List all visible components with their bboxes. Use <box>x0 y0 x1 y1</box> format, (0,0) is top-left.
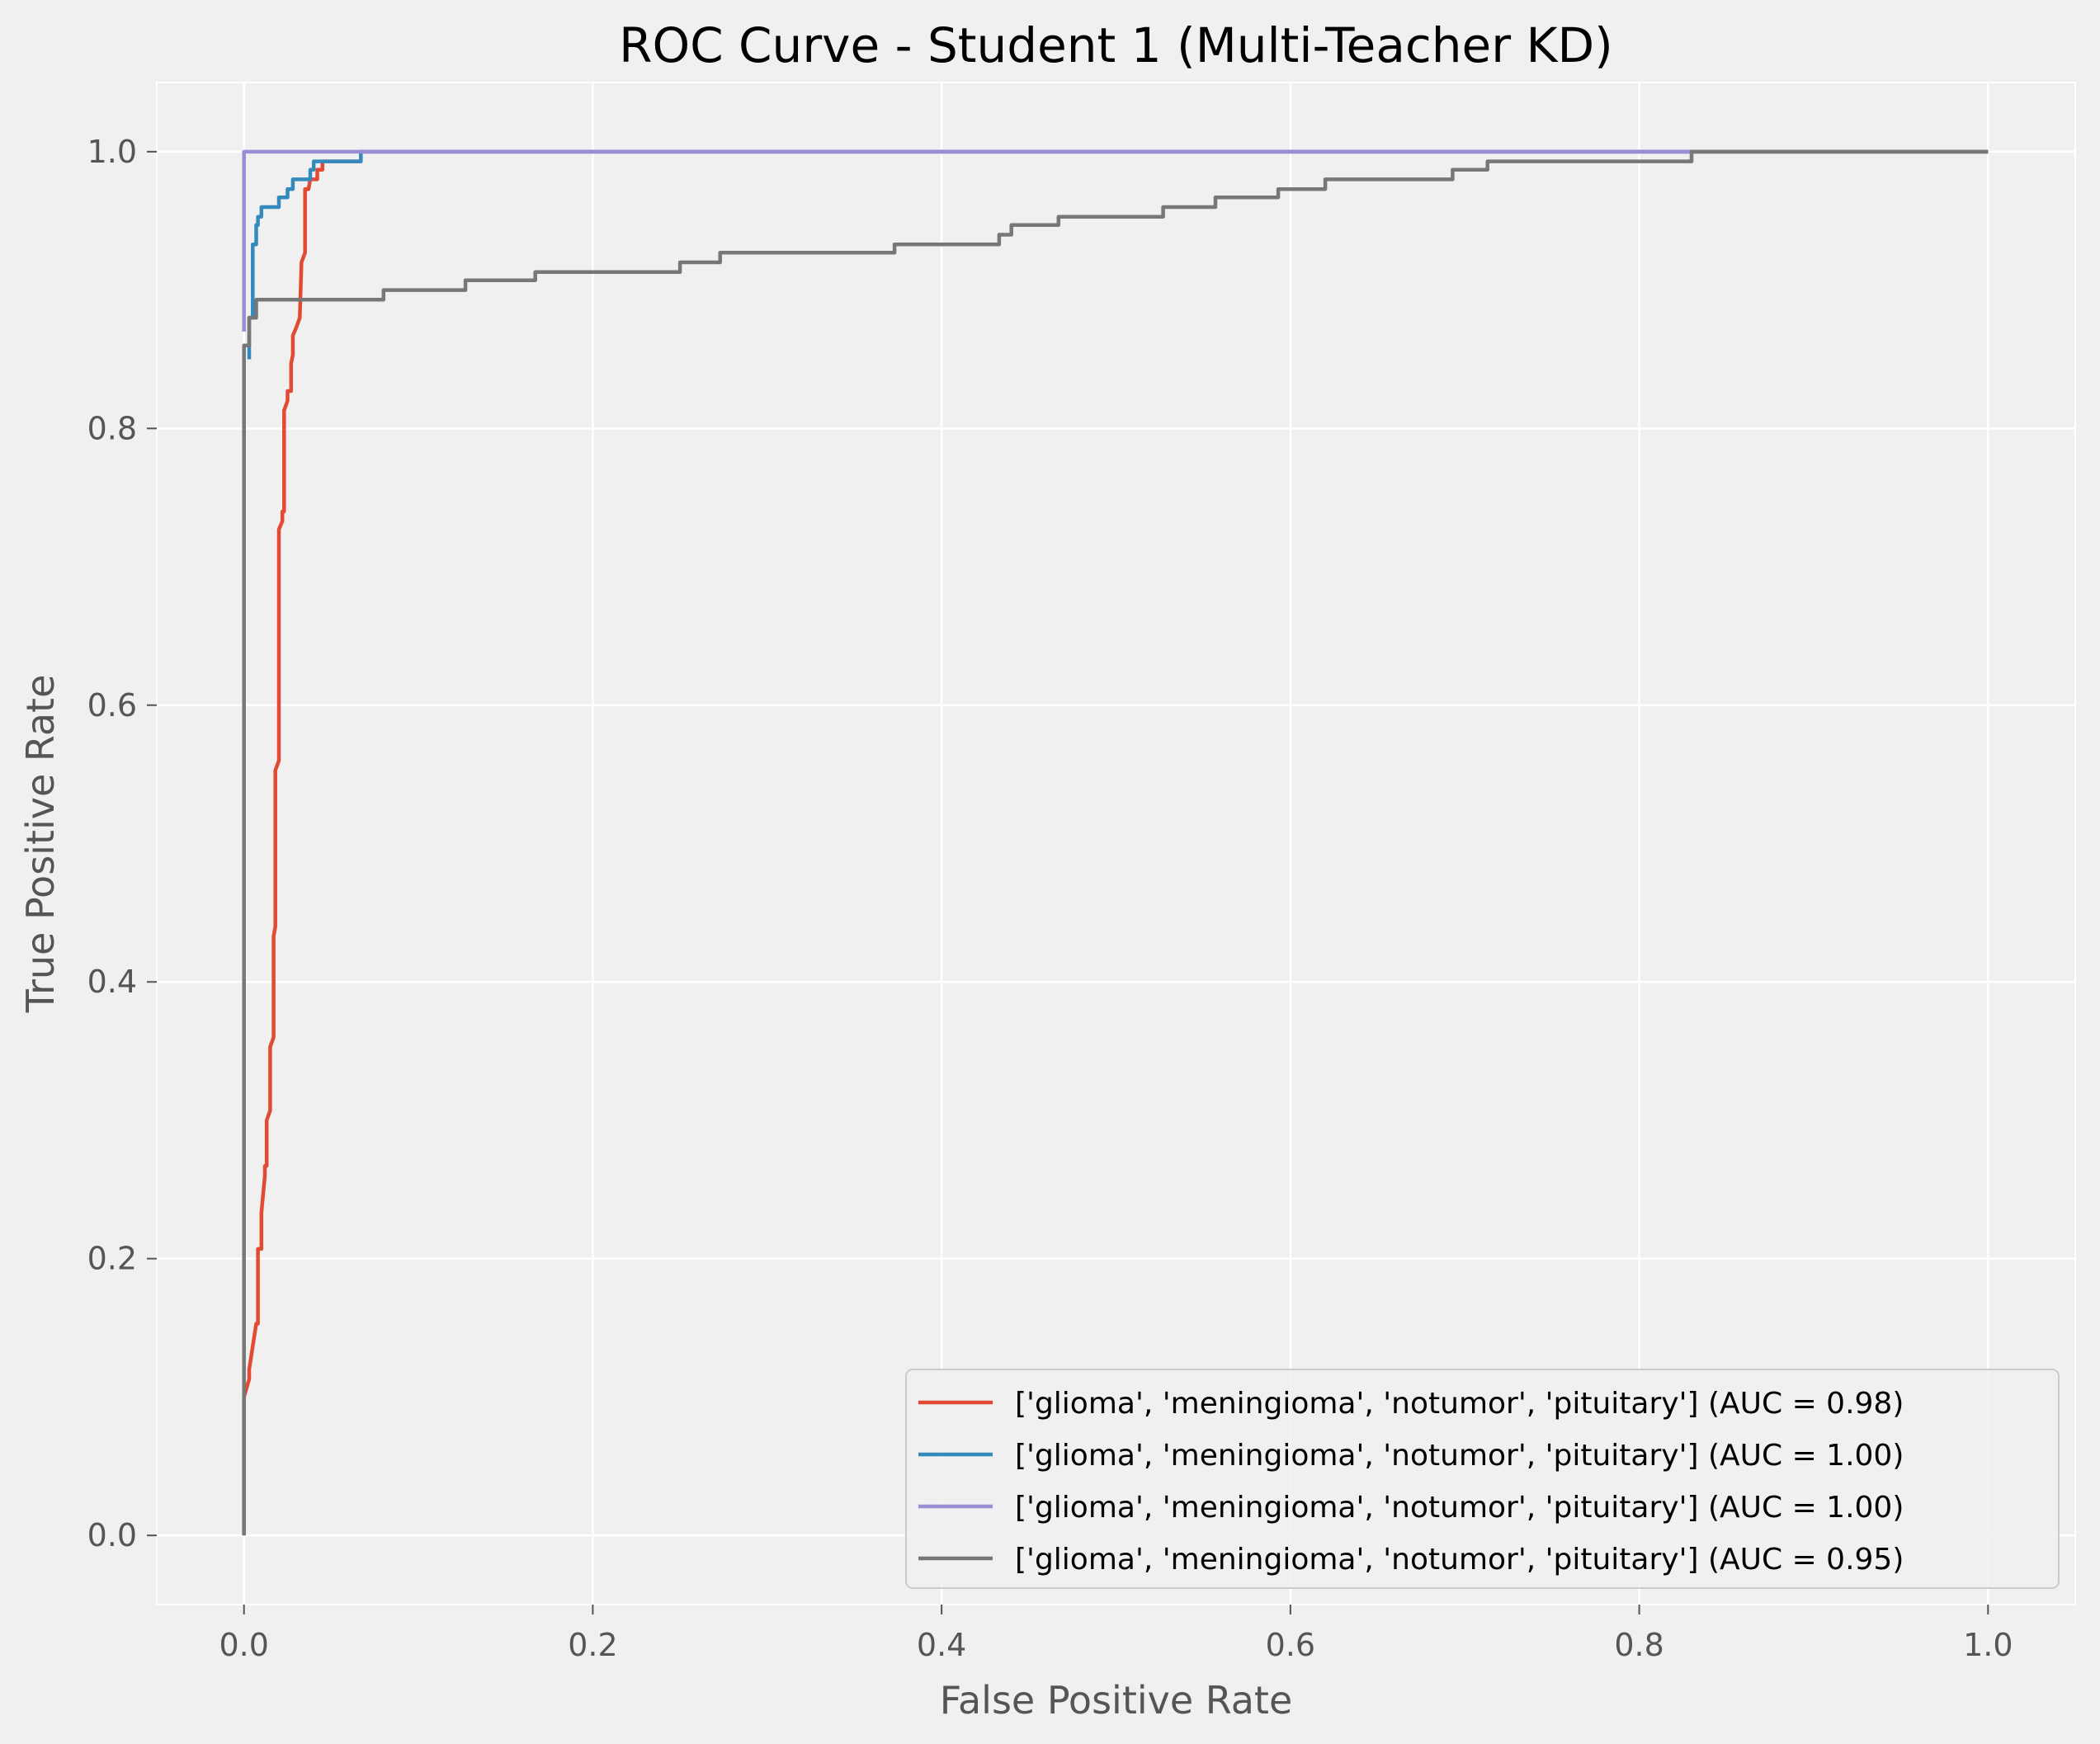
legend-label-4: ['glioma', 'meningioma', 'notumor', 'pit… <box>1015 1543 1904 1577</box>
y-tick-label: 0.2 <box>87 1241 137 1277</box>
chart-title: ROC Curve - Student 1 (Multi-Teacher KD) <box>619 17 1613 73</box>
x-axis-label: False Positive Rate <box>940 1678 1293 1723</box>
x-tick-label: 0.2 <box>568 1627 617 1663</box>
series-line-4 <box>242 149 1989 1536</box>
legend-label-1: ['glioma', 'meningioma', 'notumor', 'pit… <box>1015 1387 1904 1421</box>
y-axis-ticks: 0.0 0.2 0.4 0.6 0.8 1.0 <box>87 134 157 1553</box>
y-tick-label: 0.6 <box>87 687 137 724</box>
x-tick-label: 0.0 <box>219 1627 268 1663</box>
series-line-1 <box>242 149 1989 1536</box>
legend-label-3: ['glioma', 'meningioma', 'notumor', 'pit… <box>1015 1491 1904 1525</box>
x-tick-label: 0.6 <box>1266 1627 1315 1663</box>
y-tick-label: 0.4 <box>87 964 137 1000</box>
x-tick-label: 1.0 <box>1963 1627 2013 1663</box>
series-lines <box>242 149 1989 1536</box>
y-tick-label: 0.8 <box>87 410 137 446</box>
x-axis-ticks: 0.0 0.2 0.4 0.6 0.8 1.0 <box>219 1605 2013 1663</box>
plot-area <box>156 82 2076 1605</box>
y-tick-label: 1.0 <box>87 134 137 170</box>
x-tick-label: 0.4 <box>917 1627 966 1663</box>
y-tick-label: 0.0 <box>87 1517 137 1553</box>
legend-frame <box>905 1369 2060 1589</box>
series-line-2 <box>247 149 1989 360</box>
y-axis-label: True Positive Rate <box>18 675 63 1014</box>
legend-label-2: ['glioma', 'meningioma', 'notumor', 'pit… <box>1015 1439 1904 1473</box>
series-line-3 <box>242 149 1989 332</box>
legend: ['glioma', 'meningioma', 'notumor', 'pit… <box>905 1369 2060 1589</box>
x-tick-label: 0.8 <box>1614 1627 1663 1663</box>
